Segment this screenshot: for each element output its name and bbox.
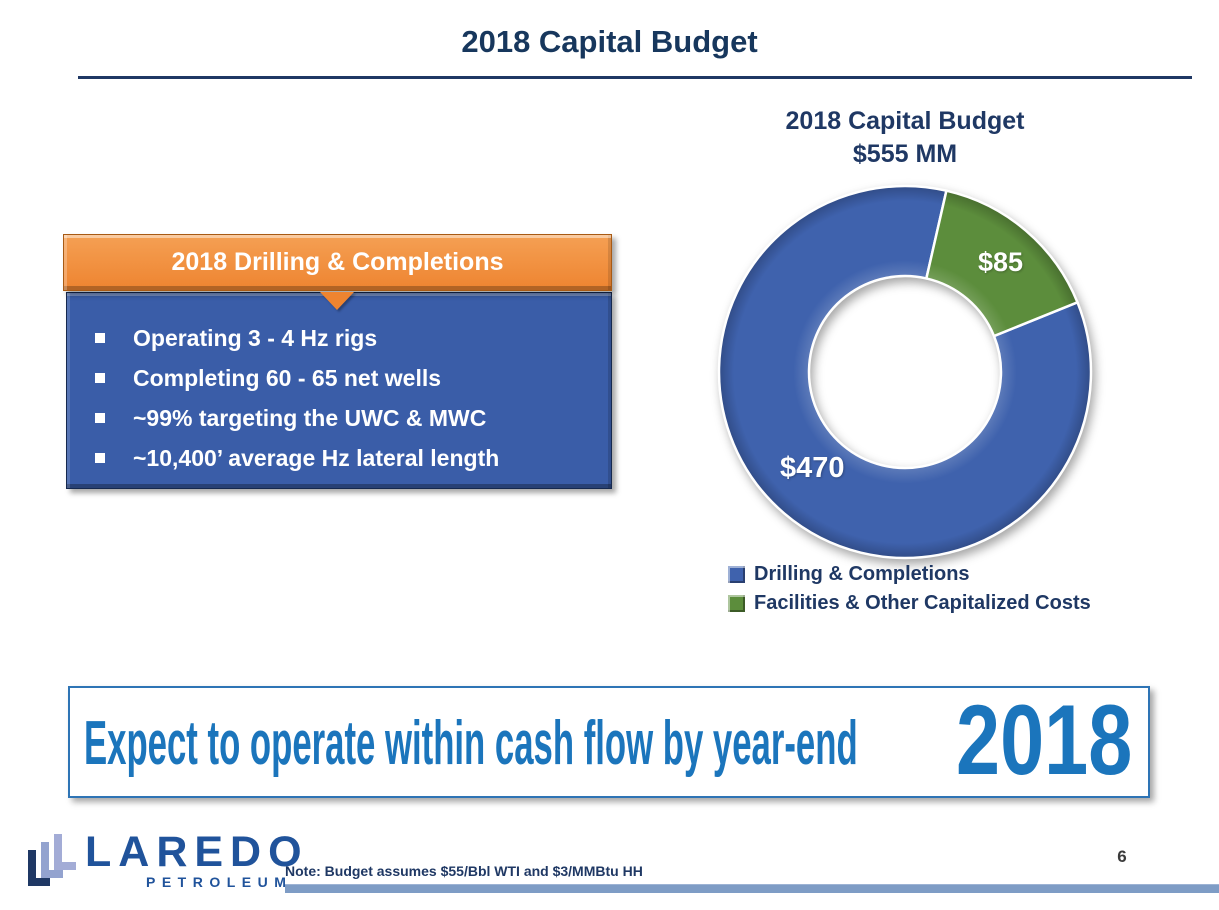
list-item: Operating 3 - 4 Hz rigs	[67, 323, 601, 354]
laredo-logo: LAREDO PETROLEUM	[28, 828, 302, 898]
cash-flow-banner: Expect to operate within cash flow by ye…	[68, 684, 1150, 798]
slice-label-facilities: $85	[978, 247, 1024, 277]
drilling-completions-header-box: 2018 Drilling & Completions	[63, 234, 612, 291]
bullet-text: Operating 3 - 4 Hz rigs	[133, 325, 378, 351]
page-number: 6	[1117, 847, 1127, 866]
logo-name: LAREDO	[85, 828, 309, 876]
bullet-text: Completing 60 - 65 net wells	[133, 365, 442, 391]
slice-label-drilling: $470	[780, 452, 845, 484]
square-bullet-icon	[95, 333, 105, 343]
legend-item-drilling: Drilling & Completions	[728, 563, 1091, 586]
drilling-completions-body-box: Operating 3 - 4 Hz rigs Completing 60 - …	[66, 292, 612, 489]
square-bullet-icon	[95, 373, 105, 383]
logo-subtitle: PETROLEUM	[146, 874, 293, 890]
logo-bracket-icon	[41, 842, 63, 878]
banner-text: Expect to operate within cash flow by ye…	[84, 709, 858, 778]
bullet-text: ~10,400’ average Hz lateral length	[133, 445, 500, 471]
square-bullet-icon	[95, 453, 105, 463]
legend-label: Facilities & Other Capitalized Costs	[754, 592, 1091, 614]
donut-chart	[717, 184, 1093, 560]
callout-arrow-icon	[320, 292, 354, 310]
legend-swatch-blue-icon	[728, 566, 745, 583]
bullet-list: Operating 3 - 4 Hz rigs Completing 60 - …	[67, 293, 611, 474]
donut-slice-1	[924, 189, 1080, 338]
chart-legend: Drilling & Completions Facilities & Othe…	[728, 563, 1091, 621]
banner-year: 2018	[955, 684, 1132, 795]
footer-divider-bar	[285, 884, 1219, 893]
list-item: Completing 60 - 65 net wells	[67, 363, 601, 394]
bullet-text: ~99% targeting the UWC & MWC	[133, 405, 487, 431]
list-item: ~10,400’ average Hz lateral length	[67, 443, 601, 474]
donut-slice-0	[717, 184, 1093, 560]
list-item: ~99% targeting the UWC & MWC	[67, 403, 601, 434]
drilling-completions-header-label: 2018 Drilling & Completions	[171, 248, 504, 276]
legend-label: Drilling & Completions	[754, 563, 970, 585]
title-underline	[78, 76, 1192, 79]
legend-swatch-green-icon	[728, 595, 745, 612]
legend-item-facilities: Facilities & Other Capitalized Costs	[728, 592, 1091, 615]
square-bullet-icon	[95, 413, 105, 423]
logo-bracket-icon	[54, 834, 76, 870]
chart-title: 2018 Capital Budget $555 MM	[700, 105, 1110, 171]
chart-title-line2: $555 MM	[852, 140, 958, 168]
page-title: 2018 Capital Budget	[461, 24, 758, 59]
chart-title-line1: 2018 Capital Budget	[785, 107, 1025, 135]
footnote: Note: Budget assumes $55/Bbl WTI and $3/…	[285, 863, 643, 879]
logo-bracket-icon	[28, 850, 50, 886]
